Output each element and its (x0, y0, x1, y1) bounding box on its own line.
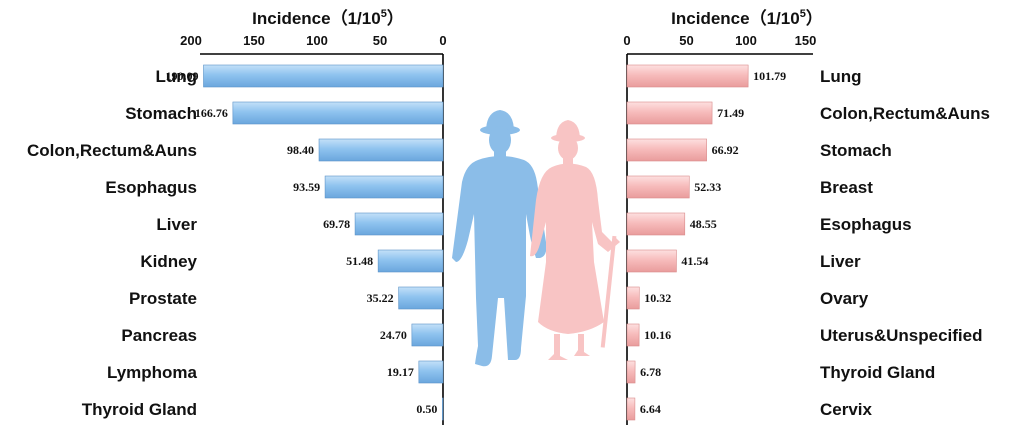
right-bar-value-label: 48.55 (690, 217, 717, 231)
right-tick-label: 0 (623, 33, 630, 48)
right-bar-value-label: 52.33 (694, 180, 721, 194)
left-bar-value-label: 35.22 (367, 291, 394, 305)
right-category-label: Stomach (820, 141, 892, 160)
left-bar (232, 101, 444, 125)
right-bar (626, 323, 640, 347)
right-tick-label: 150 (795, 33, 817, 48)
left-bar (318, 138, 444, 162)
left-category-label: Pancreas (121, 326, 197, 345)
left-tick-label: 0 (439, 33, 446, 48)
left-bar-value-label: 98.40 (287, 143, 314, 157)
left-tick-labels: 200 150 100 50 0 (180, 33, 446, 48)
right-category-label: Colon,Rectum&Auns (820, 104, 990, 123)
elderly-man-silhouette (452, 110, 547, 367)
right-bar-value-label: 6.64 (640, 402, 661, 416)
right-bar-value-label: 71.49 (717, 106, 744, 120)
left-category-label: Lymphoma (107, 363, 198, 382)
right-axis-title: Incidence（1/105） (671, 8, 823, 28)
right-bar (626, 397, 636, 421)
left-bar-value-label: 51.48 (346, 254, 373, 268)
left-category-label: Lung (155, 67, 197, 86)
left-bar-value-label: 190.09 (165, 69, 198, 83)
right-bar (626, 360, 636, 384)
left-category-label: Kidney (140, 252, 197, 271)
left-bar (442, 397, 444, 421)
left-tick-label: 150 (243, 33, 265, 48)
right-bar (626, 138, 707, 162)
right-category-label: Uterus&Unspecified (820, 326, 982, 345)
left-bar-value-label: 19.17 (387, 365, 414, 379)
left-tick-label: 200 (180, 33, 202, 48)
right-bar-value-label: 10.32 (644, 291, 671, 305)
right-tick-labels: 0 50 100 150 (623, 33, 816, 48)
left-bar-value-label: 24.70 (380, 328, 407, 342)
right-bar-value-label: 41.54 (681, 254, 708, 268)
right-category-label: Thyroid Gland (820, 363, 935, 382)
left-bar-value-label: 0.50 (416, 402, 437, 416)
left-tick-label: 100 (306, 33, 328, 48)
right-bar (626, 249, 677, 273)
left-bar-value-label: 69.78 (323, 217, 350, 231)
right-bar (626, 175, 690, 199)
right-bar-value-label: 66.92 (712, 143, 739, 157)
left-bar (324, 175, 444, 199)
right-tick-label: 100 (735, 33, 757, 48)
right-category-label: Ovary (820, 289, 869, 308)
right-category-label: Cervix (820, 400, 873, 419)
left-tick-label: 50 (373, 33, 387, 48)
elderly-woman-silhouette (530, 120, 620, 360)
left-category-label: Thyroid Gland (82, 400, 197, 419)
right-tick-label: 50 (679, 33, 693, 48)
right-bar-value-label: 6.78 (640, 365, 661, 379)
left-bar (354, 212, 444, 236)
left-category-label: Esophagus (105, 178, 197, 197)
right-category-label: Liver (820, 252, 861, 271)
left-bar (418, 360, 444, 384)
right-bar (626, 212, 686, 236)
right-bar (626, 64, 749, 88)
left-bar (398, 286, 444, 310)
right-category-label: Esophagus (820, 215, 912, 234)
left-category-label: Colon,Rectum&Auns (27, 141, 197, 160)
right-bar-value-label: 101.79 (753, 69, 786, 83)
right-category-label: Lung (820, 67, 862, 86)
left-bar (203, 64, 444, 88)
right-bar-value-label: 10.16 (644, 328, 671, 342)
right-bar (626, 286, 640, 310)
right-category-label: Breast (820, 178, 873, 197)
left-bar-value-label: 93.59 (293, 180, 320, 194)
left-bar (411, 323, 444, 347)
left-category-label: Prostate (129, 289, 197, 308)
left-axis-title: Incidence（1/105） (252, 8, 404, 28)
right-bar (626, 101, 713, 125)
left-category-label: Liver (156, 215, 197, 234)
left-category-label: Stomach (125, 104, 197, 123)
left-bar-value-label: 166.76 (195, 106, 228, 120)
right-bars: 101.79 Lung 71.49 Colon,Rectum&Auns 66.92 Sto… (626, 64, 990, 421)
left-bar (377, 249, 444, 273)
